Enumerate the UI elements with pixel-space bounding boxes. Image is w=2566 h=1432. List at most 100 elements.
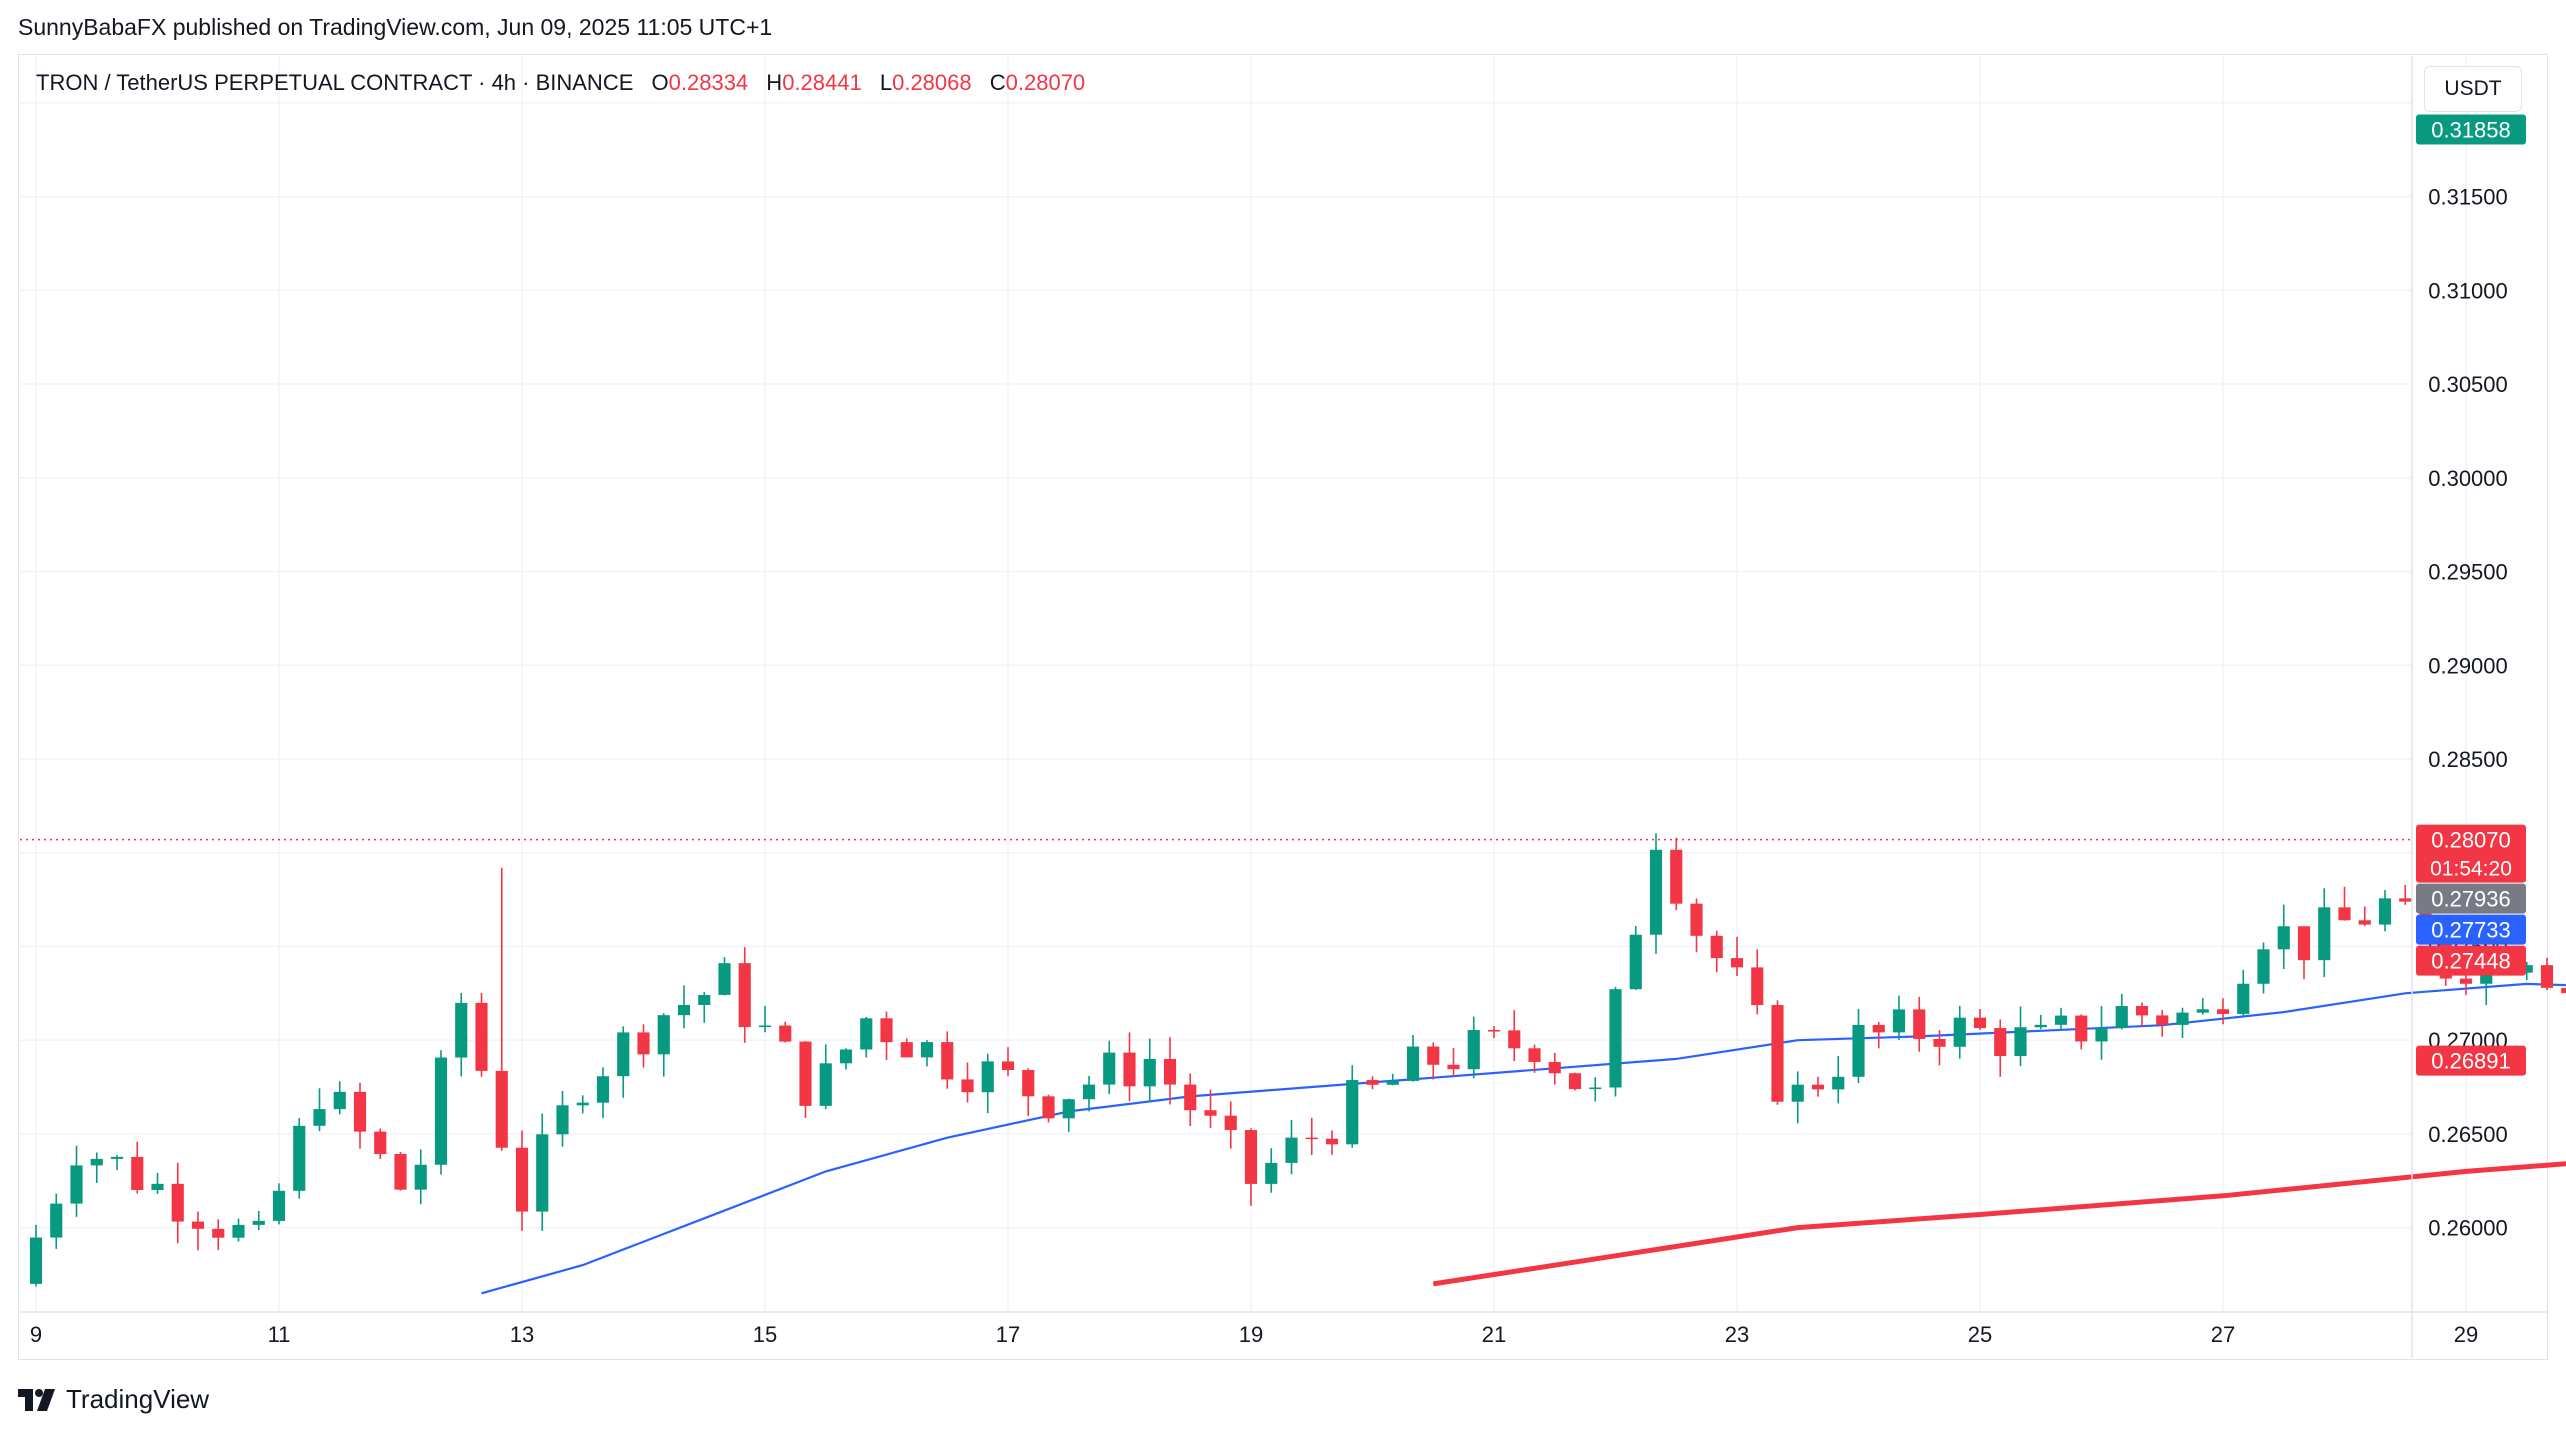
price-badge-value: 0.27733	[2431, 918, 2511, 943]
candle-body	[394, 1154, 407, 1190]
candle-body	[1791, 1084, 1804, 1102]
candle-body	[1366, 1080, 1379, 1085]
candle-body	[2216, 1009, 2230, 1014]
price-badge-bg	[2416, 883, 2526, 914]
candle	[151, 1172, 164, 1194]
candle	[1265, 1148, 1278, 1193]
price-tick-label: 0.29000	[2428, 653, 2508, 678]
candle-body	[171, 1183, 184, 1222]
candle-body	[2358, 920, 2371, 925]
candle-body	[1082, 1084, 1096, 1100]
candle	[131, 1141, 144, 1194]
candles	[29, 833, 2566, 1287]
price-badge-value: 0.26891	[2431, 1049, 2511, 1074]
candle	[799, 1041, 812, 1118]
candle-body	[1973, 1017, 1987, 1029]
candle	[677, 985, 691, 1029]
price-badge-bg	[2416, 114, 2526, 145]
candle	[2075, 1014, 2088, 1050]
candle-body	[374, 1131, 387, 1155]
candle	[819, 1044, 832, 1110]
candle	[1487, 1026, 1501, 1039]
candle-body	[1913, 1009, 1926, 1039]
candle-body	[1832, 1076, 1845, 1090]
price-badge: 0.28070 01:54:20	[2416, 824, 2526, 883]
candle	[434, 1050, 448, 1175]
candle-body	[799, 1041, 812, 1106]
open-label: O	[651, 70, 669, 95]
candle	[1103, 1040, 1116, 1095]
candle	[333, 1081, 346, 1115]
candle-body	[2338, 907, 2351, 921]
currency-unit-button[interactable]: USDT	[2424, 66, 2522, 112]
candle	[2338, 886, 2351, 921]
candle-body	[2014, 1027, 2027, 1056]
candle	[900, 1038, 913, 1058]
candle-body	[819, 1063, 832, 1106]
candle-body	[1528, 1048, 1541, 1062]
candle-body	[1386, 1080, 1399, 1085]
footer-brand[interactable]: TradingView	[18, 1384, 209, 1415]
candle-body	[981, 1061, 994, 1093]
candle-body	[1508, 1030, 1521, 1049]
candle-body	[1568, 1073, 1582, 1090]
candle	[1690, 898, 1703, 953]
fast-ma-line	[481, 982, 2566, 1295]
candle	[556, 1090, 569, 1147]
candle	[637, 1024, 650, 1068]
candle	[2237, 969, 2250, 1017]
candle	[1548, 1052, 1561, 1085]
candle	[2378, 890, 2392, 932]
price-badge: 0.27448	[2416, 945, 2526, 976]
candle-body	[151, 1183, 164, 1190]
candle-body	[1467, 1030, 1480, 1070]
candle	[2358, 906, 2371, 926]
candle	[1508, 1010, 1521, 1062]
candle	[374, 1128, 387, 1160]
candle-body	[2297, 926, 2311, 961]
time-tick-label: 29	[2454, 1322, 2478, 1347]
candle-body	[2277, 926, 2290, 950]
slow-ma-line	[1432, 1161, 2566, 1287]
candle	[2014, 1006, 2027, 1067]
candle-body	[839, 1049, 853, 1064]
candle	[1933, 1030, 1946, 1066]
candle	[29, 1224, 43, 1287]
candle	[920, 1040, 934, 1067]
candle-body	[414, 1164, 427, 1190]
price-tick-label: 0.26500	[2428, 1122, 2508, 1147]
candle-body	[617, 1032, 630, 1077]
candle	[2561, 987, 2566, 994]
candle-body	[1649, 849, 1663, 935]
candle	[232, 1218, 245, 1242]
candle-body	[536, 1134, 549, 1212]
candle	[2459, 972, 2473, 995]
candle	[1285, 1120, 1298, 1175]
candle	[1710, 930, 1723, 973]
candle-body	[1447, 1064, 1460, 1070]
candle	[1568, 1072, 1582, 1091]
candle	[1224, 1101, 1237, 1149]
candle	[1427, 1042, 1440, 1080]
candle	[1042, 1094, 1055, 1123]
candle-body	[1609, 989, 1622, 1088]
price-tick-label: 0.28500	[2428, 747, 2508, 772]
candle	[1244, 1128, 1258, 1206]
candle-body	[1103, 1052, 1116, 1085]
candle	[1832, 1056, 1845, 1104]
open-value: 0.28334	[668, 70, 749, 95]
time-tick-label: 25	[1968, 1322, 1992, 1347]
candle	[272, 1183, 286, 1225]
price-tick-label: 0.29500	[2428, 560, 2508, 585]
candle	[2135, 1002, 2149, 1027]
candle-body	[1406, 1046, 1420, 1081]
candle	[70, 1145, 83, 1217]
candle-body	[1042, 1096, 1055, 1119]
price-tick-label: 0.26000	[2428, 1216, 2508, 1241]
candle-body	[1001, 1061, 1015, 1071]
time-tick-label: 27	[2211, 1322, 2235, 1347]
price-badge-bg	[2416, 945, 2526, 976]
time-tick-label: 19	[1239, 1322, 1263, 1347]
candle-body	[1730, 958, 1744, 968]
